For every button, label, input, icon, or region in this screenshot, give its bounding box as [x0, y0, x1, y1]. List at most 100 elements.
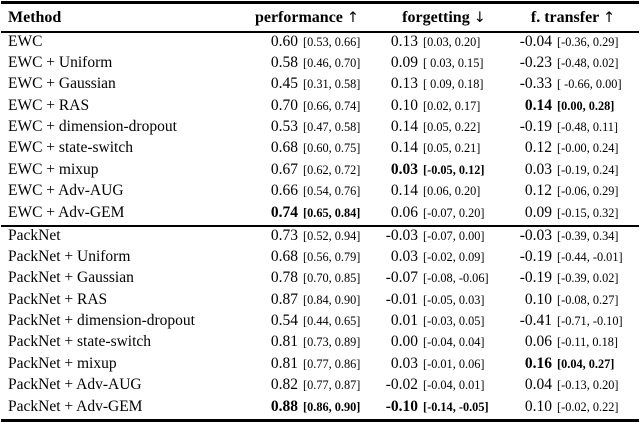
- method-cell: EWC + RAS: [8, 96, 90, 114]
- transfer-value: -0.41: [519, 312, 552, 330]
- transfer-value: 0.04: [524, 376, 552, 394]
- transfer-value: -0.19: [519, 247, 552, 265]
- performance-value: 0.70: [270, 96, 298, 114]
- performance-header-label: performance: [254, 8, 343, 26]
- forgetting-cell: -0.03 [-0.07, 0.00]: [382, 227, 506, 245]
- transfer-cell: 0.12 [-0.06, 0.29]: [506, 182, 640, 200]
- performance-confidence-interval: [0.54, 0.76]: [303, 184, 361, 199]
- forgetting-value: -0.07: [385, 269, 418, 287]
- forgetting-cell: -0.10 [-0.14, -0.05]: [382, 398, 506, 416]
- transfer-cell: -0.41 [-0.71, -0.10]: [506, 312, 640, 330]
- table-row: EWC + Adv-AUG 0.66 [0.54, 0.76] 0.14 [0.06, …: [0, 182, 640, 203]
- forgetting-cell: 0.06 [-0.07, 0.20]: [382, 204, 506, 222]
- performance-value: 0.58: [270, 53, 298, 71]
- method-cell: PackNet + mixup: [8, 354, 117, 372]
- performance-cell: 0.87 [0.84, 0.90]: [232, 291, 382, 309]
- transfer-cell: 0.09 [-0.15, 0.32]: [506, 204, 640, 222]
- transfer-cell: 0.10 [-0.08, 0.27]: [506, 291, 640, 309]
- transfer-confidence-interval: [-0.08, 0.27]: [557, 292, 619, 307]
- forgetting-value: 0.06: [390, 203, 418, 221]
- transfer-cell: -0.33 [ -0.66, 0.00]: [506, 75, 640, 93]
- transfer-value: -0.33: [519, 75, 552, 93]
- transfer-confidence-interval: [0.04, 0.27]: [557, 356, 615, 371]
- forgetting-header-label: forgetting: [402, 8, 470, 26]
- performance-confidence-interval: [0.84, 0.90]: [303, 292, 361, 307]
- forgetting-confidence-interval: [ 0.03, 0.15]: [423, 55, 484, 70]
- column-header-performance: performance ↑: [232, 9, 382, 27]
- transfer-confidence-interval: [ -0.66, 0.00]: [557, 77, 622, 92]
- forgetting-confidence-interval: [-0.07, 0.00]: [423, 228, 485, 243]
- forgetting-value: 0.13: [390, 75, 418, 93]
- performance-cell: 0.67 [0.62, 0.72]: [232, 161, 382, 179]
- forgetting-cell: 0.03 [-0.01, 0.06]: [382, 355, 506, 373]
- transfer-confidence-interval: [-0.44, -0.01]: [557, 249, 623, 264]
- transfer-cell: -0.19 [-0.39, 0.02]: [506, 269, 640, 287]
- performance-cell: 0.81 [0.77, 0.86]: [232, 355, 382, 373]
- transfer-confidence-interval: [-0.48, 0.11]: [557, 120, 619, 135]
- method-cell: EWC: [8, 32, 43, 50]
- forgetting-confidence-interval: [-0.04, 0.04]: [423, 335, 485, 350]
- forgetting-value: -0.10: [385, 397, 418, 415]
- transfer-value: 0.09: [524, 203, 552, 221]
- forgetting-cell: 0.09 [ 0.03, 0.15]: [382, 54, 506, 72]
- performance-value: 0.68: [270, 139, 298, 157]
- transfer-value: -0.23: [519, 53, 552, 71]
- forgetting-confidence-interval: [-0.14, -0.05]: [423, 399, 489, 414]
- performance-confidence-interval: [0.77, 0.87]: [303, 378, 361, 393]
- transfer-cell: 0.12 [-0.00, 0.24]: [506, 139, 640, 157]
- transfer-value: -0.04: [519, 32, 552, 50]
- forgetting-cell: 0.10 [0.02, 0.17]: [382, 97, 506, 115]
- performance-cell: 0.74 [0.65, 0.84]: [232, 204, 382, 222]
- performance-value: 0.78: [270, 269, 298, 287]
- method-cell: EWC + dimension-dropout: [8, 118, 177, 136]
- table-row: EWC 0.60 [0.53, 0.66] 0.13 [0.03, 0.20] -0.04…: [0, 33, 640, 54]
- transfer-value: 0.06: [524, 333, 552, 351]
- forgetting-confidence-interval: [-0.01, 0.06]: [423, 356, 485, 371]
- forgetting-cell: 0.13 [ 0.09, 0.18]: [382, 75, 506, 93]
- performance-cell: 0.78 [0.70, 0.85]: [232, 269, 382, 287]
- forgetting-confidence-interval: [0.03, 0.20]: [423, 34, 481, 49]
- forgetting-confidence-interval: [0.06, 0.20]: [423, 184, 481, 199]
- forgetting-cell: 0.14 [0.05, 0.21]: [382, 139, 506, 157]
- table-row: EWC + mixup 0.67 [0.62, 0.72] 0.03 [-0.05, 0…: [0, 161, 640, 182]
- transfer-confidence-interval: [-0.36, 0.29]: [557, 34, 619, 49]
- transfer-cell: 0.10 [-0.02, 0.22]: [506, 398, 640, 416]
- forgetting-value: 0.03: [390, 247, 418, 265]
- forgetting-cell: 0.14 [0.05, 0.22]: [382, 118, 506, 136]
- forgetting-confidence-interval: [-0.05, 0.12]: [423, 162, 485, 177]
- transfer-cell: 0.03 [-0.19, 0.24]: [506, 161, 640, 179]
- forgetting-cell: 0.03 [-0.02, 0.09]: [382, 248, 506, 266]
- method-cell: PackNet + Adv-GEM: [8, 397, 143, 415]
- table-row: PackNet + dimension-dropout 0.54 [0.44, 0.…: [0, 312, 640, 333]
- forgetting-value: -0.01: [385, 290, 418, 308]
- table-row: EWC + state-switch 0.68 [0.60, 0.75] 0.14 [0…: [0, 139, 640, 160]
- column-header-f-transfer: f. transfer ↑: [506, 9, 640, 27]
- performance-value: 0.45: [270, 75, 298, 93]
- performance-cell: 0.70 [0.66, 0.74]: [232, 97, 382, 115]
- up-arrow-icon: ↑: [602, 9, 616, 26]
- forgetting-value: 0.00: [390, 333, 418, 351]
- table-row: EWC + dimension-dropout 0.53 [0.47, 0.58] 0…: [0, 118, 640, 139]
- forgetting-confidence-interval: [0.05, 0.21]: [423, 141, 481, 156]
- performance-value: 0.54: [270, 312, 298, 330]
- table-header-row: Method performance ↑ forgetting ↓ f. tra…: [0, 4, 640, 31]
- performance-value: 0.67: [270, 160, 298, 178]
- forgetting-value: 0.09: [390, 53, 418, 71]
- transfer-cell: -0.23 [-0.48, 0.02]: [506, 54, 640, 72]
- performance-value: 0.88: [270, 397, 298, 415]
- up-arrow-icon: ↑: [346, 9, 360, 26]
- performance-cell: 0.73 [0.52, 0.94]: [232, 227, 382, 245]
- table-row: PackNet + Adv-AUG 0.82 [0.77, 0.87] -0.02 [-…: [0, 376, 640, 397]
- forgetting-cell: -0.07 [-0.08, -0.06]: [382, 269, 506, 287]
- table-row: PackNet + Gaussian 0.78 [0.70, 0.85] -0.07 […: [0, 269, 640, 290]
- top-rule: [1, 1, 639, 4]
- forgetting-confidence-interval: [-0.04, 0.01]: [423, 378, 485, 393]
- performance-cell: 0.88 [0.86, 0.90]: [232, 398, 382, 416]
- method-header-label: Method: [8, 8, 62, 26]
- forgetting-cell: -0.02 [-0.04, 0.01]: [382, 376, 506, 394]
- transfer-value: -0.03: [519, 226, 552, 244]
- bottom-rule: [1, 419, 639, 423]
- section-divider-rule: [1, 225, 639, 227]
- method-cell: EWC + Uniform: [8, 53, 113, 71]
- performance-confidence-interval: [0.52, 0.94]: [303, 228, 361, 243]
